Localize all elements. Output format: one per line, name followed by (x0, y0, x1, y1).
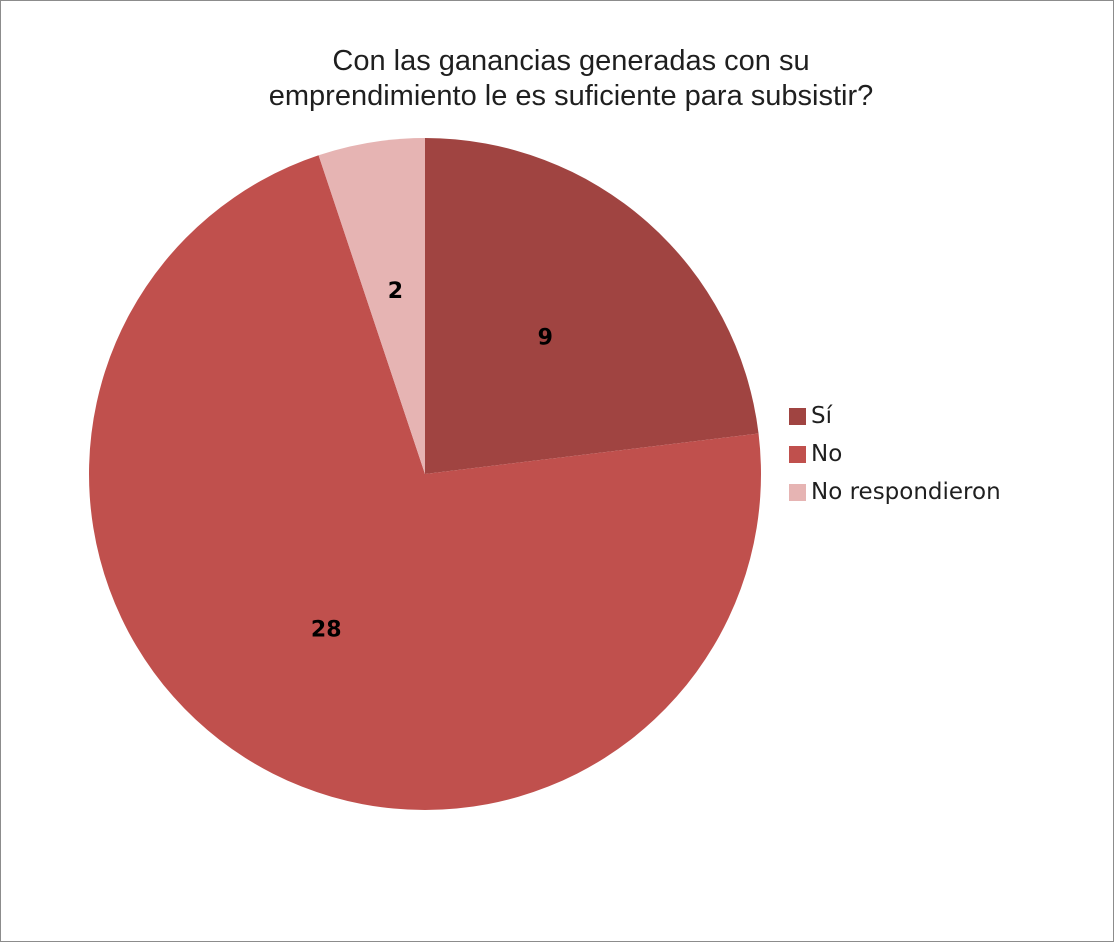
legend-label-si: Sí (811, 403, 832, 429)
legend-label-no: No (811, 441, 843, 467)
legend-item-no: No (789, 435, 1001, 473)
pie-slices (88, 138, 761, 810)
legend-swatch-no (789, 445, 806, 463)
data-label-si: 9 (538, 326, 553, 351)
data-label-no-respondieron: 2 (388, 279, 403, 304)
slice-no (88, 155, 761, 810)
legend-swatch-no-respondieron (789, 483, 806, 501)
legend-item-si: Sí (789, 397, 1001, 435)
slice-si (425, 138, 759, 474)
data-label-no: 28 (311, 618, 342, 643)
chart-title-line-1: Con las ganancias generadas con su (332, 45, 810, 77)
legend-swatch-si (789, 407, 806, 425)
legend: Sí No No respondieron (789, 397, 1001, 511)
legend-label-no-respondieron: No respondieron (811, 479, 1001, 505)
chart-title: Con las ganancias generadas con su empre… (151, 44, 991, 114)
slice-no-respondieron (318, 138, 425, 474)
chart-title-line-2: emprendimiento le es suficiente para sub… (268, 80, 874, 112)
pie-data-labels: 9 28 2 (311, 279, 553, 643)
legend-item-no-respondieron: No respondieron (789, 473, 1001, 511)
